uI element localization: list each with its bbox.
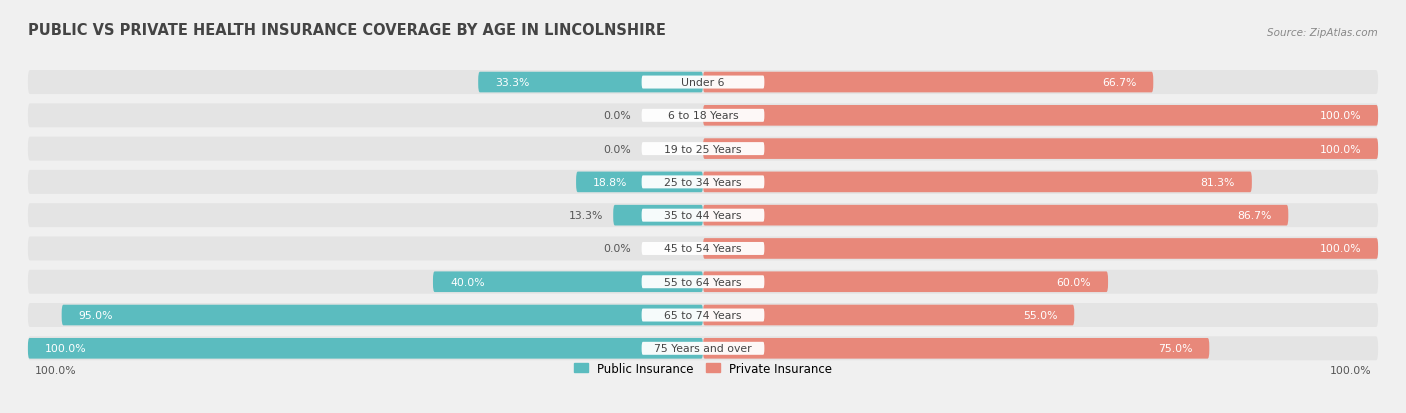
FancyBboxPatch shape xyxy=(703,272,1108,292)
Text: 75.0%: 75.0% xyxy=(1157,344,1192,354)
Text: 100.0%: 100.0% xyxy=(1319,244,1361,254)
Text: 0.0%: 0.0% xyxy=(603,144,631,154)
Text: 55.0%: 55.0% xyxy=(1022,310,1057,320)
Text: 65 to 74 Years: 65 to 74 Years xyxy=(664,310,742,320)
FancyBboxPatch shape xyxy=(703,305,1074,325)
Text: 25 to 34 Years: 25 to 34 Years xyxy=(664,178,742,188)
Text: 0.0%: 0.0% xyxy=(603,244,631,254)
FancyBboxPatch shape xyxy=(28,237,1378,261)
FancyBboxPatch shape xyxy=(641,209,765,222)
FancyBboxPatch shape xyxy=(703,205,1288,226)
Text: 19 to 25 Years: 19 to 25 Years xyxy=(664,144,742,154)
Text: 18.8%: 18.8% xyxy=(593,178,627,188)
Legend: Public Insurance, Private Insurance: Public Insurance, Private Insurance xyxy=(569,357,837,380)
Text: 55 to 64 Years: 55 to 64 Years xyxy=(664,277,742,287)
FancyBboxPatch shape xyxy=(28,303,1378,327)
FancyBboxPatch shape xyxy=(62,305,703,325)
FancyBboxPatch shape xyxy=(576,172,703,193)
Text: 40.0%: 40.0% xyxy=(450,277,485,287)
Text: 95.0%: 95.0% xyxy=(79,310,114,320)
FancyBboxPatch shape xyxy=(641,342,765,355)
Text: 35 to 44 Years: 35 to 44 Years xyxy=(664,211,742,221)
Text: 100.0%: 100.0% xyxy=(35,365,76,375)
Text: 100.0%: 100.0% xyxy=(45,344,87,354)
FancyBboxPatch shape xyxy=(641,76,765,89)
Text: 33.3%: 33.3% xyxy=(495,78,530,88)
Text: 75 Years and over: 75 Years and over xyxy=(654,344,752,354)
Text: 45 to 54 Years: 45 to 54 Years xyxy=(664,244,742,254)
FancyBboxPatch shape xyxy=(703,172,1251,193)
FancyBboxPatch shape xyxy=(613,205,703,226)
FancyBboxPatch shape xyxy=(28,337,1378,361)
FancyBboxPatch shape xyxy=(641,143,765,156)
FancyBboxPatch shape xyxy=(703,73,1153,93)
Text: 100.0%: 100.0% xyxy=(1319,111,1361,121)
FancyBboxPatch shape xyxy=(703,338,1209,359)
FancyBboxPatch shape xyxy=(703,239,1378,259)
Text: Under 6: Under 6 xyxy=(682,78,724,88)
Text: Source: ZipAtlas.com: Source: ZipAtlas.com xyxy=(1267,28,1378,38)
FancyBboxPatch shape xyxy=(641,309,765,322)
FancyBboxPatch shape xyxy=(641,109,765,123)
Text: 81.3%: 81.3% xyxy=(1201,178,1234,188)
FancyBboxPatch shape xyxy=(28,338,703,359)
FancyBboxPatch shape xyxy=(28,204,1378,228)
FancyBboxPatch shape xyxy=(28,270,1378,294)
FancyBboxPatch shape xyxy=(641,242,765,255)
FancyBboxPatch shape xyxy=(641,176,765,189)
FancyBboxPatch shape xyxy=(433,272,703,292)
Text: 86.7%: 86.7% xyxy=(1237,211,1271,221)
Text: 6 to 18 Years: 6 to 18 Years xyxy=(668,111,738,121)
FancyBboxPatch shape xyxy=(703,106,1378,126)
Text: 100.0%: 100.0% xyxy=(1330,365,1371,375)
FancyBboxPatch shape xyxy=(28,71,1378,95)
FancyBboxPatch shape xyxy=(28,137,1378,161)
Text: 100.0%: 100.0% xyxy=(1319,144,1361,154)
Text: 0.0%: 0.0% xyxy=(603,111,631,121)
FancyBboxPatch shape xyxy=(28,171,1378,195)
FancyBboxPatch shape xyxy=(28,104,1378,128)
Text: PUBLIC VS PRIVATE HEALTH INSURANCE COVERAGE BY AGE IN LINCOLNSHIRE: PUBLIC VS PRIVATE HEALTH INSURANCE COVER… xyxy=(28,23,666,38)
Text: 13.3%: 13.3% xyxy=(568,211,603,221)
FancyBboxPatch shape xyxy=(478,73,703,93)
FancyBboxPatch shape xyxy=(703,139,1378,159)
FancyBboxPatch shape xyxy=(641,275,765,289)
Text: 60.0%: 60.0% xyxy=(1056,277,1091,287)
Text: 66.7%: 66.7% xyxy=(1102,78,1136,88)
